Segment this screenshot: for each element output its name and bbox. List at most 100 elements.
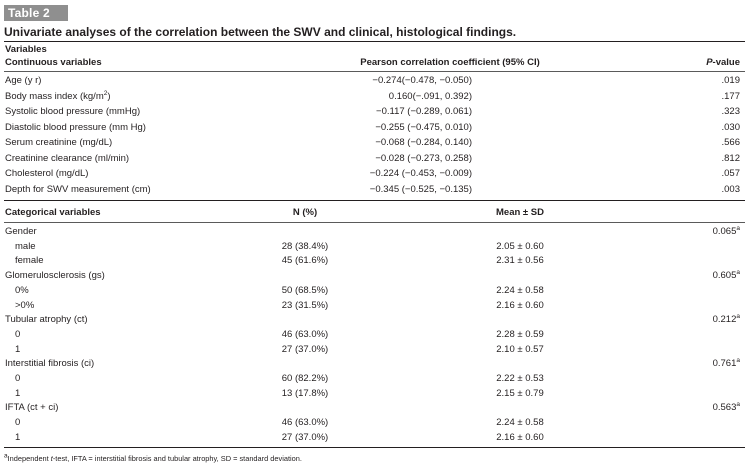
table-row: Cholesterol (mg/dL) −0.224 (−0.453, −0.00… [0,167,749,180]
variables-header-row: Variables [0,43,749,56]
categorical-header-row: Categorical variables N (%) Mean ± SD [0,206,749,219]
mean-sd: 2.24 ± 0.58 [496,284,544,296]
table-row: 0 46 (63.0%) 2.28 ± 0.59 [0,328,749,341]
variable-label: Depth for SWV measurement (cm) [5,183,151,195]
table-row: 1 27 (37.0%) 2.10 ± 0.57 [0,343,749,356]
table-row: Body mass index (kg/m2) 0.160(−.091, 0.39… [0,90,749,103]
table-row: Creatinine clearance (ml/min) −0.028 (−0.… [0,152,749,165]
category-label: >0% [15,299,35,311]
table-row: female 45 (61.6%) 2.31 ± 0.56 [0,254,749,267]
n-percent: 28 (38.4%) [281,240,329,252]
table-row: Systolic blood pressure (mmHg) −0.117 (−0… [0,105,749,118]
group-row: Tubular atrophy (ct) 0.212a [0,313,749,326]
category-label: 1 [15,387,21,399]
top-rule [4,41,745,42]
variable-label: Systolic blood pressure (mmHg) [5,106,141,117]
pearson-coefficient: −0.255 (−0.475, 0.010) [375,121,472,133]
p-value: 0.212a [712,313,740,326]
table-label: Table 2 [4,5,68,21]
table-row: Age (y r) −0.274(−0.478, −0.050) .019 [0,74,749,87]
category-label: 0 [15,373,21,384]
group-label: Gender [5,226,37,237]
n-percent: 46 (63.0%) [281,328,329,340]
n-percent: 27 (37.0%) [281,343,329,355]
mean-sd: 2.16 ± 0.60 [496,431,544,443]
pearson-coefficient: −0.224 (−0.453, −0.009) [369,168,472,179]
group-label: Glomerulosclerosis (gs) [5,270,105,282]
variable-label: Cholesterol (mg/dL) [5,168,89,179]
variables-header: Variables [5,44,47,55]
table-footnote: aIndependent t-test, IFTA = interstitial… [4,452,302,463]
mean-sd: 2.22 ± 0.53 [496,373,544,384]
p-value: 0.065a [712,224,740,237]
n-percent: 23 (31.5%) [281,299,329,311]
p-value: 0.605a [712,268,740,282]
category-label: male [15,240,36,252]
pearson-coefficient: −0.068 (−0.284, 0.140) [375,137,472,148]
table-row: 1 27 (37.0%) 2.16 ± 0.60 [0,431,749,444]
table-row: 0 60 (82.2%) 2.22 ± 0.53 [0,372,749,385]
mean-sd: 2.16 ± 0.60 [496,299,544,311]
n-percent: 27 (37.0%) [281,431,329,443]
mean-sd: 2.24 ± 0.58 [496,417,544,429]
variable-label: Body mass index (kg/m2) [5,89,111,102]
table-row: Depth for SWV measurement (cm) −0.345 (−0… [0,183,749,196]
group-row: Gender 0.065a [0,225,749,238]
group-row: Interstitial fibrosis (ci) 0.761a [0,357,749,370]
table-row: Diastolic blood pressure (mm Hg) −0.255 (… [0,121,749,134]
variable-label: Creatinine clearance (ml/min) [5,152,130,164]
mean-sd: 2.28 ± 0.59 [496,328,544,340]
category-label: female [15,255,44,267]
n-percent: 50 (68.5%) [281,284,329,296]
category-label: 0 [15,417,21,429]
table-row: >0% 23 (31.5%) 2.16 ± 0.60 [0,299,749,312]
pearson-header: Pearson correlation coefficient (95% CI) [360,57,540,68]
pearson-coefficient: −0.117 (−0.289, 0.061) [376,106,472,117]
pearson-coefficient: −0.274(−0.478, −0.050) [372,75,472,86]
n-percent-header: N (%) [292,207,318,218]
category-label: 0% [15,284,29,296]
mean-sd: 2.05 ± 0.60 [496,240,544,252]
table-row: 0% 50 (68.5%) 2.24 ± 0.58 [0,284,749,297]
p-value: .030 [721,121,741,133]
pearson-coefficient: −0.345 (−0.525, −0.135) [369,183,472,195]
mid-rule [4,200,745,201]
categorical-header-rule [4,222,745,223]
bottom-rule [4,447,745,448]
group-label: IFTA (ct + ci) [5,402,59,414]
p-value: .057 [721,168,741,179]
variable-label: Serum creatinine (mg/dL) [5,137,113,148]
mean-sd: 2.10 ± 0.57 [496,343,544,355]
table-caption: Univariate analyses of the correlation b… [4,25,517,39]
pearson-coefficient: 0.160(−.091, 0.392) [388,90,472,102]
n-percent: 60 (82.2%) [281,373,329,384]
pvalue-header: P-value [706,57,740,68]
header-rule [4,71,745,72]
continuous-header-row: Continuous variables Pearson correlation… [0,56,749,69]
mean-sd: 2.15 ± 0.79 [496,387,544,399]
continuous-variables-header: Continuous variables [5,57,102,68]
pearson-coefficient: −0.028 (−0.273, 0.258) [375,152,472,164]
group-row: Glomerulosclerosis (gs) 0.605a [0,269,749,282]
group-label: Tubular atrophy (ct) [5,314,88,326]
p-value: .003 [721,183,741,195]
category-label: 1 [15,431,21,443]
variable-label: Diastolic blood pressure (mm Hg) [5,121,146,133]
p-value: .177 [721,90,741,102]
p-value: .566 [721,137,741,148]
table-row: male 28 (38.4%) 2.05 ± 0.60 [0,240,749,253]
table-row: 0 46 (63.0%) 2.24 ± 0.58 [0,416,749,429]
p-value: 0.761a [712,357,740,370]
group-row: IFTA (ct + ci) 0.563a [0,401,749,414]
group-label: Interstitial fibrosis (ci) [5,358,95,370]
mean-sd-header: Mean ± SD [496,207,544,218]
category-label: 1 [15,343,21,355]
p-value: .812 [721,152,741,164]
p-value: 0.563a [712,401,740,414]
variable-label: Age (y r) [5,75,42,86]
n-percent: 13 (17.8%) [281,387,329,399]
n-percent: 45 (61.6%) [281,255,329,267]
n-percent: 46 (63.0%) [281,417,329,429]
table-row: Serum creatinine (mg/dL) −0.068 (−0.284, … [0,136,749,149]
p-value: .323 [721,106,741,117]
